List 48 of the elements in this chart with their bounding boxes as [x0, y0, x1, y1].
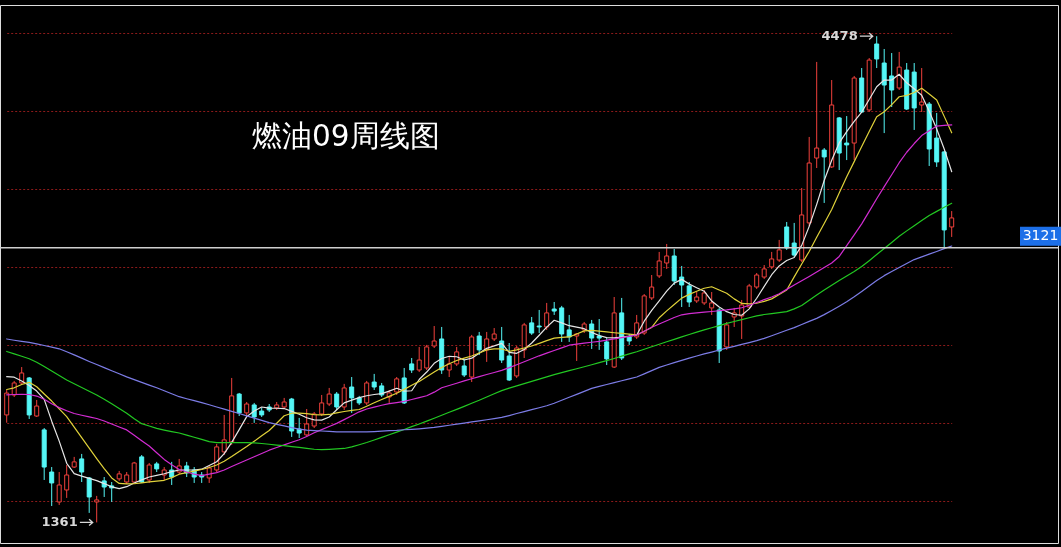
candlestick: [94, 495, 100, 523]
candlestick: [844, 115, 850, 161]
candlestick: [889, 52, 895, 108]
candlestick: [596, 318, 602, 351]
candlestick: [604, 337, 610, 366]
candlestick: [221, 414, 227, 456]
candlestick: [664, 243, 670, 270]
candlestick: [679, 265, 685, 308]
candlestick: [446, 356, 452, 378]
candlestick: [566, 314, 572, 343]
candlestick: [821, 147, 827, 204]
candlestick: [431, 325, 437, 349]
candlestick: [709, 291, 715, 316]
candlestick: [784, 221, 790, 251]
candlestick: [86, 476, 92, 514]
candlestick: [56, 471, 62, 506]
candlestick: [296, 417, 302, 439]
candlestick: [341, 383, 347, 411]
candlestick: [881, 48, 887, 134]
candlestick: [349, 376, 355, 414]
candlestick: [476, 331, 482, 356]
candlestick: [574, 332, 580, 362]
text: 4478: [821, 28, 858, 44]
candlestick: [874, 35, 880, 69]
candlestick: [919, 67, 925, 113]
candlestick: [4, 389, 10, 424]
candlestick: [416, 346, 422, 373]
candlestick: [304, 408, 310, 438]
candlestick: [686, 281, 692, 308]
candlestick: [776, 239, 782, 263]
candlestick: [896, 51, 902, 91]
candlestick: [724, 321, 730, 351]
candlestick: [326, 387, 332, 407]
candlestick: [64, 464, 70, 499]
candlestick: [364, 380, 370, 406]
text: 1361: [41, 514, 78, 530]
candlestick: [814, 61, 820, 169]
candlestick: [949, 210, 955, 238]
text: 燃油09周线图: [252, 118, 440, 153]
candlestick: [49, 466, 55, 507]
candlestick: [656, 251, 662, 279]
candlestick: [536, 309, 542, 334]
candlestick: [544, 302, 550, 331]
candlestick: [649, 274, 655, 301]
candlestick: [934, 112, 940, 168]
candlestick: [79, 453, 85, 483]
candlestick: [424, 344, 430, 371]
ref-line-label: 3121: [1022, 227, 1059, 244]
